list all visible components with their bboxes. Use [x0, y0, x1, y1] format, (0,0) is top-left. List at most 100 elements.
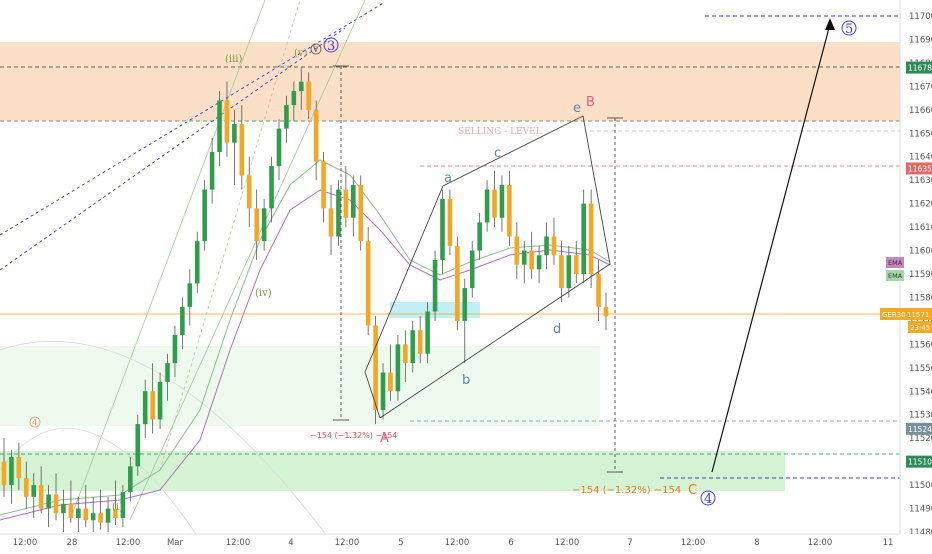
candle-up	[291, 91, 297, 106]
y-tick-label: 11690	[909, 35, 932, 45]
measure-right-label: −154 (−1.32%) −154	[572, 485, 681, 496]
selling-level-zone	[0, 42, 900, 121]
y-tick-label: 11500	[909, 481, 932, 491]
x-tick-label: 8	[754, 538, 759, 548]
candle-down	[403, 344, 408, 364]
wave-A-label: A	[380, 431, 389, 446]
y-tick-label: 11630	[909, 176, 932, 186]
candle-up	[202, 189, 207, 242]
trend-channels	[0, 0, 386, 541]
y-tick-label: 11590	[909, 270, 932, 280]
candle-up	[269, 166, 274, 209]
candle-down	[492, 189, 497, 218]
light-green-zone	[0, 346, 600, 426]
y-tick-label: 11650	[909, 129, 932, 139]
candle-down	[447, 198, 453, 246]
projection-arrow	[711, 23, 831, 473]
wave-e-label: e	[573, 101, 581, 116]
candle-up	[477, 222, 482, 251]
candle-up	[462, 288, 468, 321]
candle-up	[61, 503, 66, 514]
candle-down	[254, 208, 259, 242]
y-tick-label: 11670	[909, 82, 932, 92]
candle-down	[98, 513, 103, 523]
candle-up	[425, 311, 430, 354]
candle-down	[529, 250, 534, 270]
wave-4-small-label: 4	[32, 418, 37, 427]
x-tick-label: 11	[883, 538, 894, 548]
y-tick-label: 11540	[909, 387, 932, 397]
wave-iii-label: (iii)	[225, 54, 242, 65]
price-tag-label: 11510	[908, 458, 932, 467]
candle-down	[306, 81, 312, 110]
candle-up	[90, 513, 96, 521]
candle-up	[76, 508, 81, 518]
wave-v-label: (v)	[294, 48, 308, 59]
candle-up	[581, 203, 587, 274]
candle-down	[328, 208, 334, 237]
y-tick-label: 11600	[909, 247, 932, 257]
wave-i-label: (i)	[112, 502, 123, 513]
candle-down	[68, 503, 74, 518]
y-tick-label: 11620	[909, 200, 932, 210]
candle-up	[217, 100, 222, 153]
candle-up	[31, 485, 37, 497]
wave-C-label: C	[688, 483, 697, 498]
candle-up	[410, 330, 416, 364]
candle-up	[261, 208, 267, 242]
triangle-pattern	[364, 115, 611, 419]
candle-down	[313, 109, 319, 162]
candle-down	[23, 478, 29, 497]
wave-B-label: B	[586, 95, 595, 110]
price-tag-box	[906, 422, 932, 435]
candle-up	[536, 255, 542, 270]
candle-up	[284, 105, 289, 129]
candle-up	[484, 189, 490, 223]
candle-down	[603, 306, 609, 317]
wave-d-label: d	[553, 322, 561, 337]
candle-up	[232, 123, 237, 143]
x-tick-label: 12:00	[13, 538, 38, 548]
candle-down	[551, 236, 557, 256]
wave-v-circle-label: v	[312, 44, 319, 55]
wave-b-label: b	[462, 373, 470, 388]
price-tag-box	[906, 61, 932, 74]
candle-down	[388, 372, 393, 392]
price-tag-label: 11635	[908, 164, 932, 173]
x-tick-label: 6	[508, 538, 513, 548]
candle-down	[358, 184, 364, 242]
candle-up	[521, 250, 527, 265]
x-axis-ticks: 12:00 28 12:00 Mar 12:00 4 12:00 5 12:00 6 12:00 7 1…	[13, 538, 894, 548]
candle-up	[135, 424, 141, 467]
candle-down	[16, 456, 22, 479]
candle-up	[440, 198, 445, 260]
wave-a-label: a	[444, 171, 452, 186]
candle-up	[351, 184, 356, 218]
wave-5-label: 5	[845, 22, 853, 37]
candle-up	[165, 363, 170, 382]
candle-down	[365, 241, 371, 326]
measure-left-label: −154 (−1.32%) −154	[310, 431, 397, 440]
candle-down	[38, 485, 44, 509]
candle-up	[336, 189, 341, 237]
candle-up	[172, 334, 178, 364]
candle-up	[46, 494, 51, 509]
x-tick-label: 12:00	[116, 538, 141, 548]
y-tick-label: 11550	[909, 364, 932, 374]
wave-labels: 3 v (v) (iii) (iv) (i) 4 4 5 A B C a b c…	[29, 20, 857, 513]
selling-level-label: SELLING - LEVEL	[458, 127, 542, 137]
candle-down	[514, 236, 520, 265]
y-tick-label: 11480	[909, 528, 932, 538]
x-tick-label: 7	[627, 538, 632, 548]
y-tick-label: 11580	[909, 293, 932, 303]
x-tick-label: 12:00	[555, 538, 580, 548]
x-tick-label: 28	[67, 538, 78, 548]
y-tick-label: 11660	[909, 106, 932, 116]
candle-down	[53, 494, 59, 514]
time-axis[interactable]	[0, 534, 932, 550]
candle-down	[573, 255, 579, 274]
candle-down	[246, 175, 252, 209]
x-tick-label: 12:00	[808, 538, 833, 548]
candle-up	[194, 241, 200, 284]
